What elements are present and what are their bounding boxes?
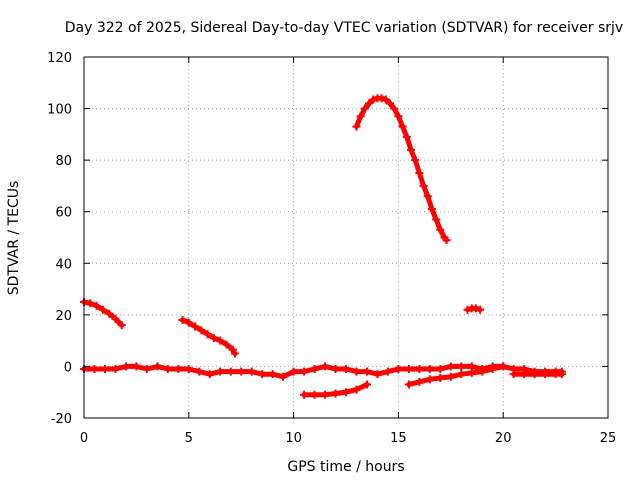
y-tick-label: 20 [55, 309, 72, 324]
y-tick-label: 60 [55, 206, 72, 221]
x-tick-label: 15 [390, 431, 407, 446]
chart-title: Day 322 of 2025, Sidereal Day-to-day VTE… [65, 20, 623, 36]
data-point [311, 391, 319, 399]
data-point [237, 368, 245, 376]
series-arc-evening-blip [464, 304, 485, 313]
y-axis-label: SDTVAR / TECUs [6, 181, 22, 296]
chart-svg: Day 322 of 2025, Sidereal Day-to-day VTE… [0, 0, 640, 480]
y-tick-label: 100 [47, 103, 72, 118]
x-axis-label: GPS time / hours [287, 459, 404, 475]
data-point [174, 365, 182, 373]
x-tick-label: 5 [185, 431, 193, 446]
series-arc-morning-decline [179, 316, 239, 358]
x-tick-label: 10 [285, 431, 302, 446]
x-tick-label: 0 [80, 431, 88, 446]
data-point [90, 365, 98, 373]
y-tick-label: 0 [64, 360, 72, 375]
data-point [300, 391, 308, 399]
data-point [405, 365, 413, 373]
series-arc-early-decline [80, 298, 126, 329]
x-tick-label: 25 [600, 431, 617, 446]
data-point [457, 362, 465, 370]
chart-container: Day 322 of 2025, Sidereal Day-to-day VTE… [0, 0, 640, 480]
tick-layer: 0 5 10 15 20 25 -20 0 20 40 60 80 100 120 [47, 51, 616, 446]
series-arc-high-peak [352, 94, 450, 244]
data-layer [80, 94, 566, 399]
data-point [101, 365, 109, 373]
x-tick-label: 20 [495, 431, 512, 446]
y-tick-label: 80 [55, 154, 72, 169]
y-tick-label: -20 [51, 412, 72, 427]
grid-layer [84, 57, 608, 418]
y-tick-label: 40 [55, 257, 72, 272]
y-tick-label: 120 [47, 51, 72, 66]
plot-frame [84, 57, 608, 418]
data-point [227, 368, 235, 376]
series-arc-negative-low [300, 380, 371, 398]
